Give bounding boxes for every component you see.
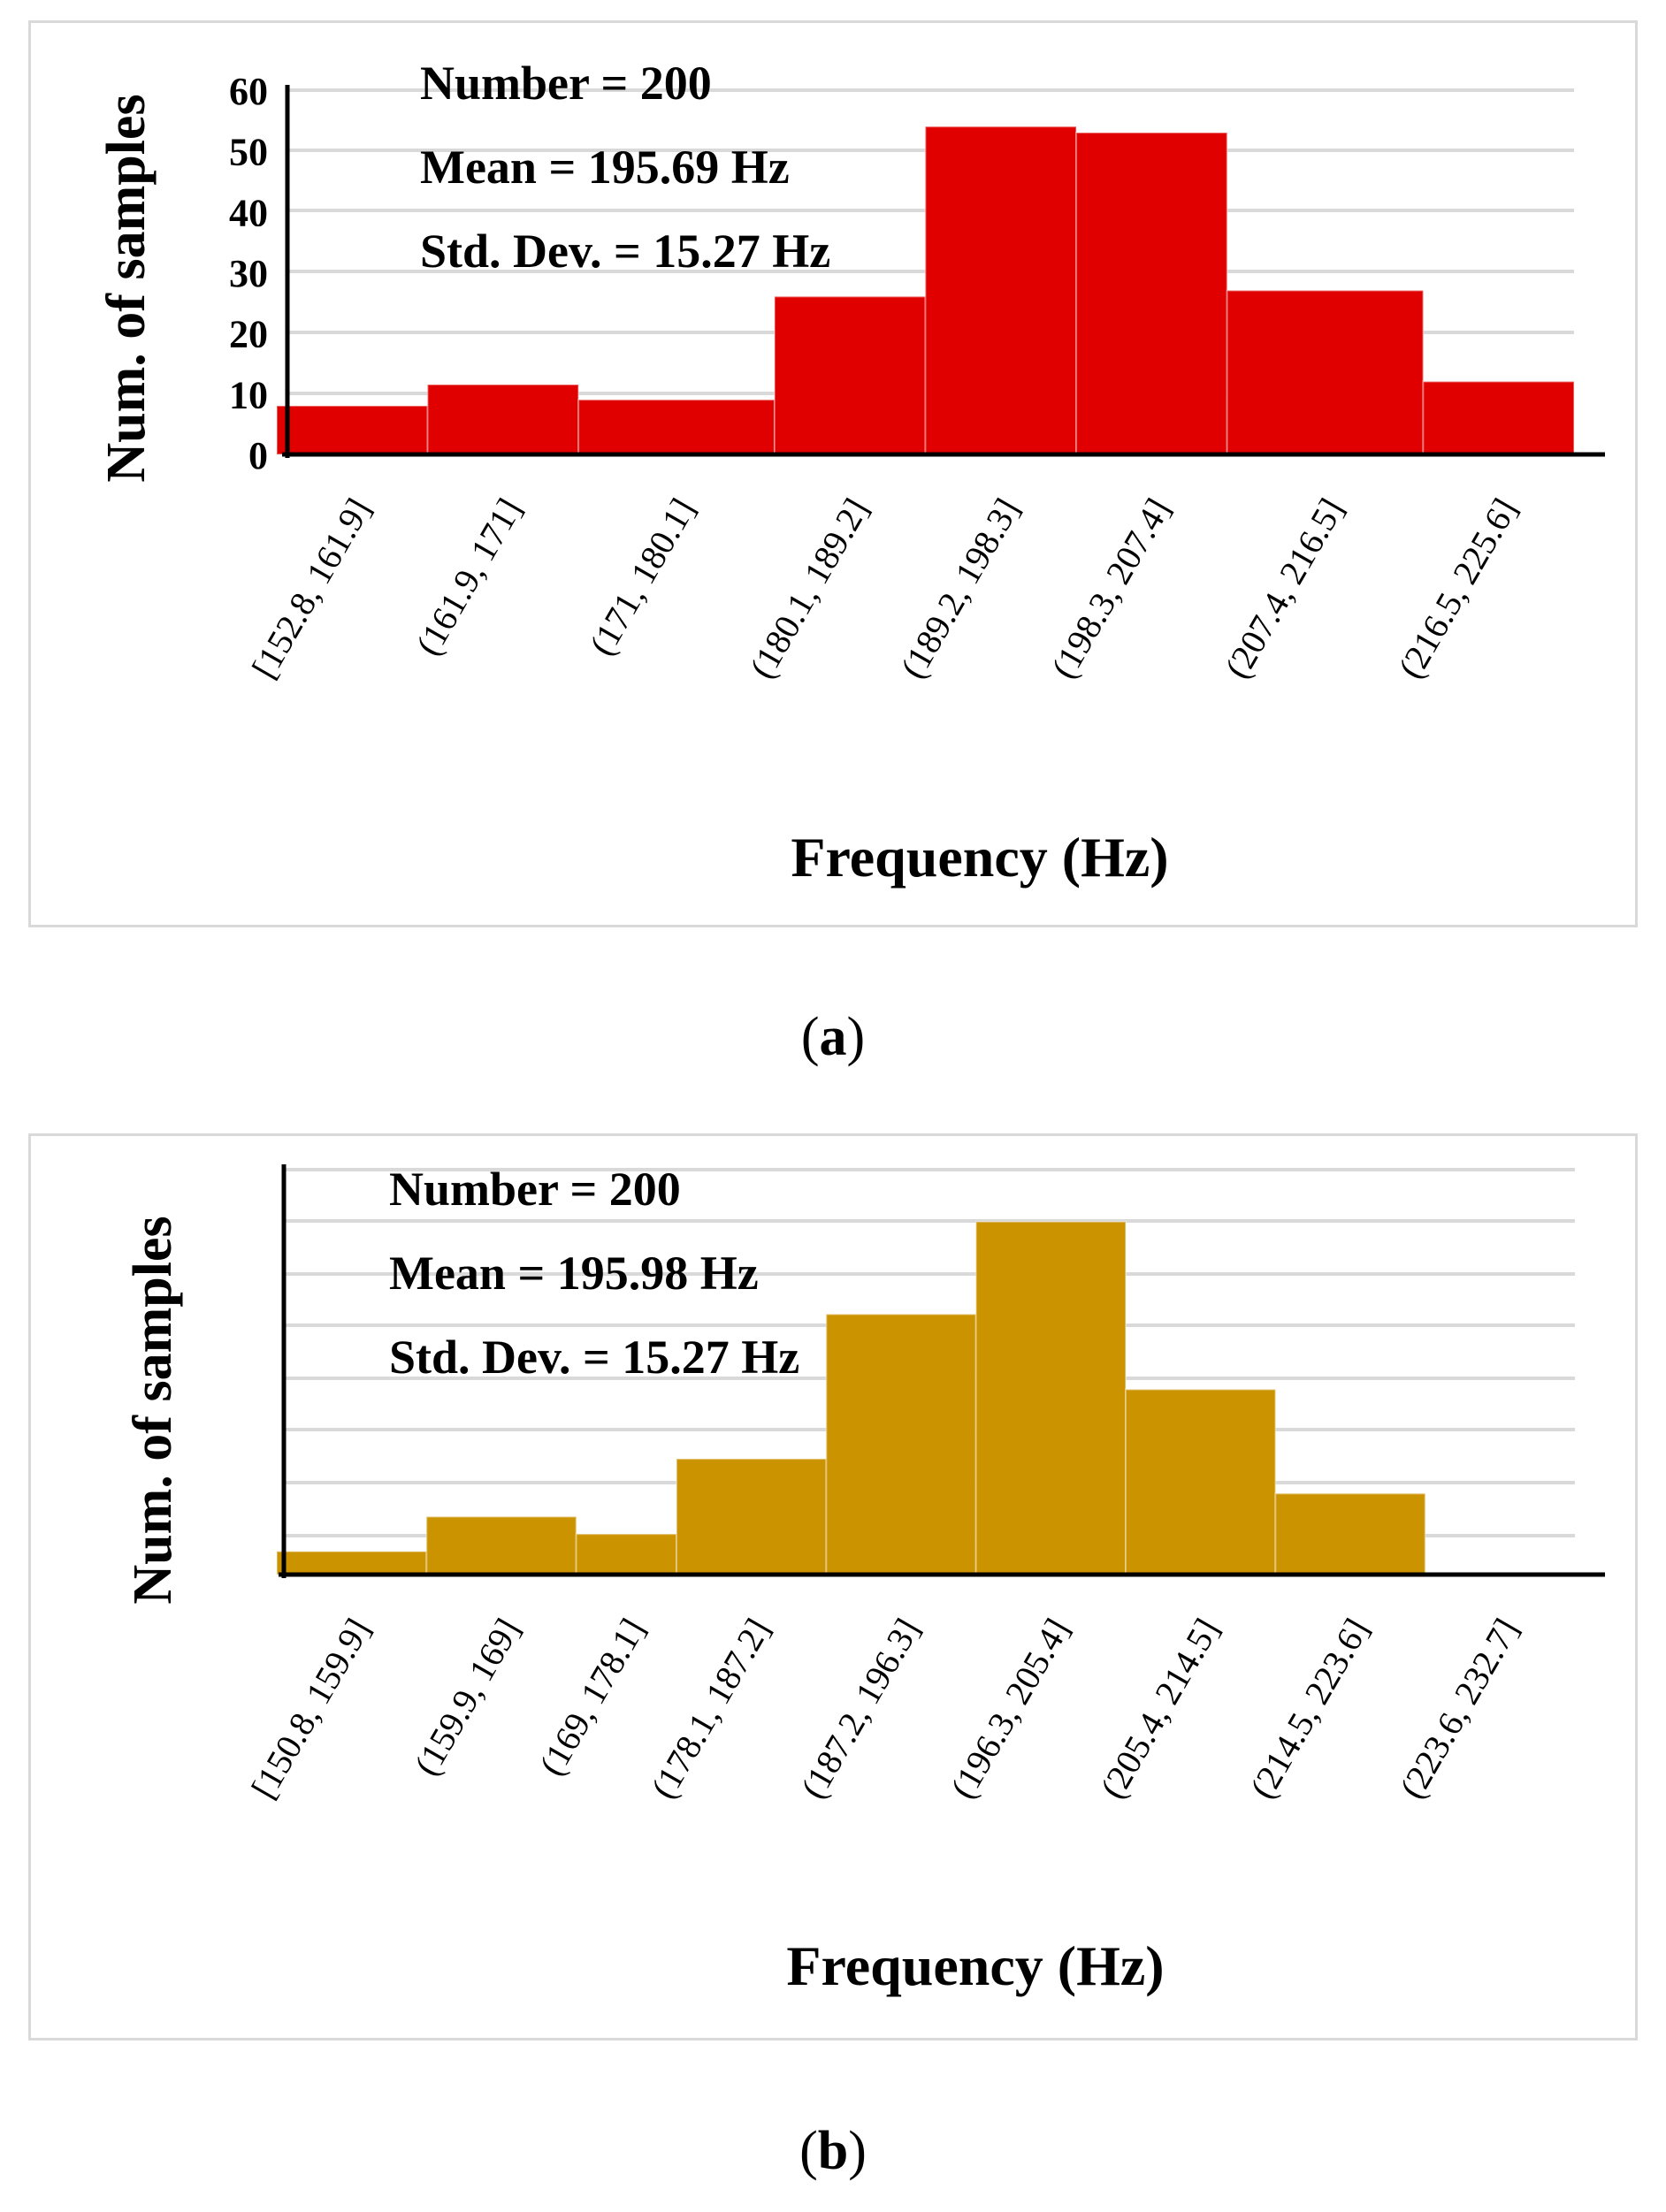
histogram-bar: [577, 399, 776, 456]
histogram-bar: [1422, 380, 1575, 456]
stats-annotation: Std. Dev. = 15.27 Hz: [389, 1331, 799, 1384]
x-category-label: (187.2, 196.3]: [793, 1612, 928, 1805]
panel-label-a: a: [819, 1007, 847, 1067]
histogram-bar: [974, 1220, 1127, 1575]
stats-annotation: Number = 200: [389, 1163, 681, 1216]
y-axis-label: Num. of samples: [96, 94, 157, 482]
y-tick-label: 20: [229, 313, 268, 356]
histogram-bar: [1125, 1388, 1277, 1575]
y-tick-label: 50: [229, 131, 268, 174]
stats-annotation: Mean = 195.98 Hz: [389, 1247, 759, 1300]
x-category-label: (171, 180.1]: [582, 492, 703, 662]
x-category-label: (223.6, 232.7]: [1392, 1612, 1526, 1805]
x-category-label: (198.3, 207.4]: [1043, 492, 1178, 685]
x-category-label: (196.3, 205.4]: [943, 1612, 1077, 1805]
x-category-label: (178.1, 187.2]: [643, 1612, 777, 1805]
panel-caption-a: (a): [800, 1007, 866, 1067]
histogram-panel-a: 0 10 20 30 40 50 60 [152.8, 161.9] (161.9, 171] (…: [28, 20, 1638, 927]
x-category-label: (180.1, 189.2]: [742, 492, 876, 685]
histogram-bar: [825, 1313, 977, 1575]
y-tick-label: 60: [229, 70, 268, 113]
histogram-bar: [276, 405, 429, 456]
x-category-label: [152.8, 161.9]: [244, 492, 378, 685]
stats-annotation: Std. Dev. = 15.27 Hz: [420, 225, 830, 278]
panel-caption-b: (b): [799, 2121, 867, 2181]
histogram-bar: [676, 1458, 828, 1575]
histogram-bar: [276, 1550, 428, 1576]
histogram-bar: [426, 384, 580, 455]
histogram-bar: [773, 295, 927, 456]
panel-label-b: b: [817, 2121, 849, 2181]
y-tick-label: 30: [229, 252, 268, 295]
histogram-panel-b: [150.8, 159.9] (159.9, 169] (169, 178.1] (1…: [28, 1133, 1638, 2040]
histogram-bar: [1226, 289, 1425, 455]
x-category-label: (205.4, 214.5]: [1092, 1612, 1227, 1805]
x-axis-label: Frequency (Hz): [786, 1934, 1164, 1997]
histogram-bar: [1274, 1492, 1426, 1575]
x-category-label: [150.8, 159.9]: [243, 1612, 378, 1805]
histogram-chart-b: [150.8, 159.9] (159.9, 169] (169, 178.1](1…: [123, 1163, 1605, 1997]
histogram-chart-a: 0 10 20 30 40 50 60 [152.8, 161.9] (161.9, 171] (…: [96, 57, 1605, 889]
x-category-label: (207.4, 216.5]: [1217, 492, 1351, 685]
x-category-label: (189.2, 198.3]: [892, 492, 1027, 685]
histogram-bar: [425, 1515, 577, 1576]
x-category-label: (161.9, 171]: [408, 492, 529, 662]
y-tick-label: 40: [229, 191, 268, 234]
histogram-bar: [924, 126, 1078, 455]
x-category-label: (159.9, 169]: [406, 1612, 527, 1782]
y-tick-label: 0: [248, 434, 268, 477]
histogram-bar: [575, 1533, 678, 1576]
x-axis-label: Frequency (Hz): [791, 826, 1168, 889]
histogram-bar: [1075, 132, 1228, 455]
stats-annotation: Number = 200: [420, 57, 712, 110]
x-category-label: (214.5, 223.6]: [1242, 1612, 1377, 1805]
stats-annotation: Mean = 195.69 Hz: [420, 141, 790, 194]
x-category-label: (216.5, 225.6]: [1390, 492, 1525, 685]
x-category-label: (169, 178.1]: [531, 1612, 653, 1782]
y-axis-label: Num. of samples: [123, 1216, 183, 1604]
y-tick-label: 10: [229, 373, 268, 416]
